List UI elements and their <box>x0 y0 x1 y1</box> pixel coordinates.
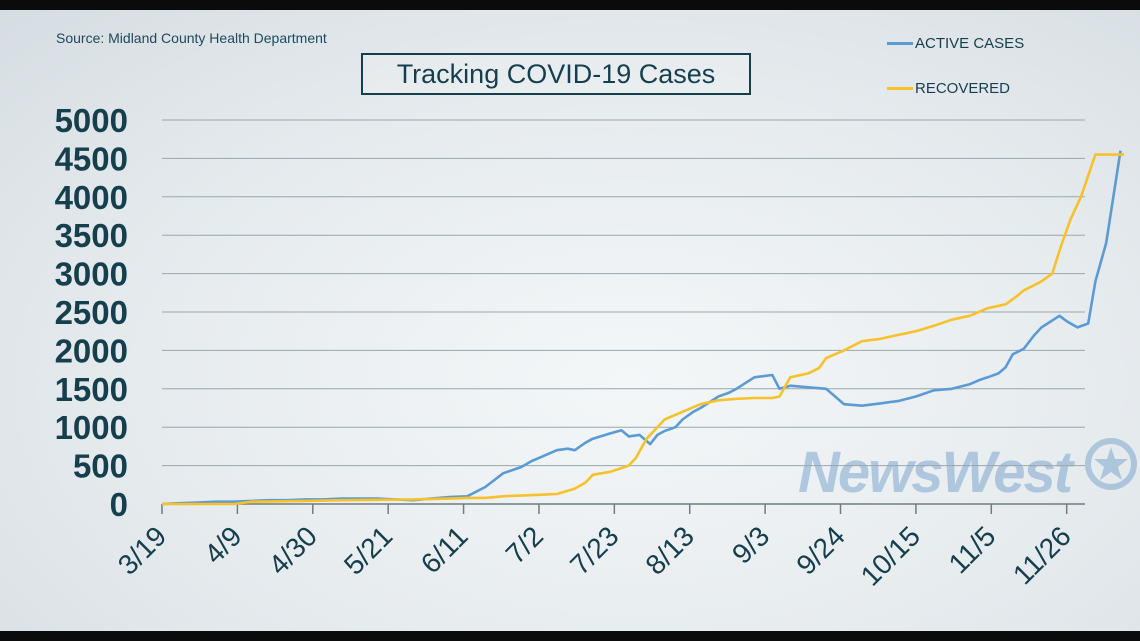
legend-swatch-recovered <box>887 87 913 90</box>
newswest-logo-watermark: NewsWest <box>798 438 1138 508</box>
x-tick-label: 9/24 <box>790 520 850 580</box>
legend-swatch-active <box>887 42 913 45</box>
legend-label-active: ACTIVE CASES <box>915 35 1025 52</box>
x-tick-label: 4/9 <box>198 520 247 569</box>
y-tick-label: 3500 <box>55 217 128 254</box>
plot-area: 0500100015002000250030003500400045005000… <box>55 102 1125 592</box>
y-tick-label: 0 <box>110 486 128 523</box>
y-tick-label: 2000 <box>55 332 128 369</box>
y-tick-label: 5000 <box>55 102 128 139</box>
x-tick-label: 9/3 <box>726 520 775 569</box>
y-tick-label: 500 <box>73 448 128 485</box>
chart-frame: Source: Midland County Health Department… <box>0 10 1140 631</box>
y-tick-label: 4000 <box>55 179 128 216</box>
chart-title: Tracking COVID-19 Cases <box>361 53 751 95</box>
x-tick-label: 3/19 <box>112 520 172 580</box>
x-tick-label: 7/23 <box>564 520 624 580</box>
series-line-active-cases <box>161 150 1122 506</box>
x-tick-label: 6/11 <box>415 520 474 579</box>
x-tick-label: 8/13 <box>640 520 700 580</box>
x-tick-label: 10/15 <box>855 520 926 591</box>
x-tick-label: 11/5 <box>943 520 1002 579</box>
x-tick-label: 7/2 <box>500 520 549 569</box>
y-tick-label: 4500 <box>55 140 128 177</box>
x-tick-label: 5/21 <box>338 520 398 580</box>
x-tick-label: 4/30 <box>263 520 323 580</box>
y-tick-label: 2500 <box>55 294 128 331</box>
watermark-text: NewsWest <box>798 440 1073 505</box>
star-icon <box>1085 438 1138 490</box>
legend-label-recovered: RECOVERED <box>915 80 1011 97</box>
y-tick-label: 1500 <box>55 371 128 408</box>
y-tick-label: 1000 <box>55 409 128 446</box>
x-tick-label: 11/26 <box>1007 520 1077 590</box>
source-note: Source: Midland County Health Department <box>56 30 327 46</box>
y-tick-label: 3000 <box>55 256 128 293</box>
series-line-recovered <box>162 153 1125 506</box>
